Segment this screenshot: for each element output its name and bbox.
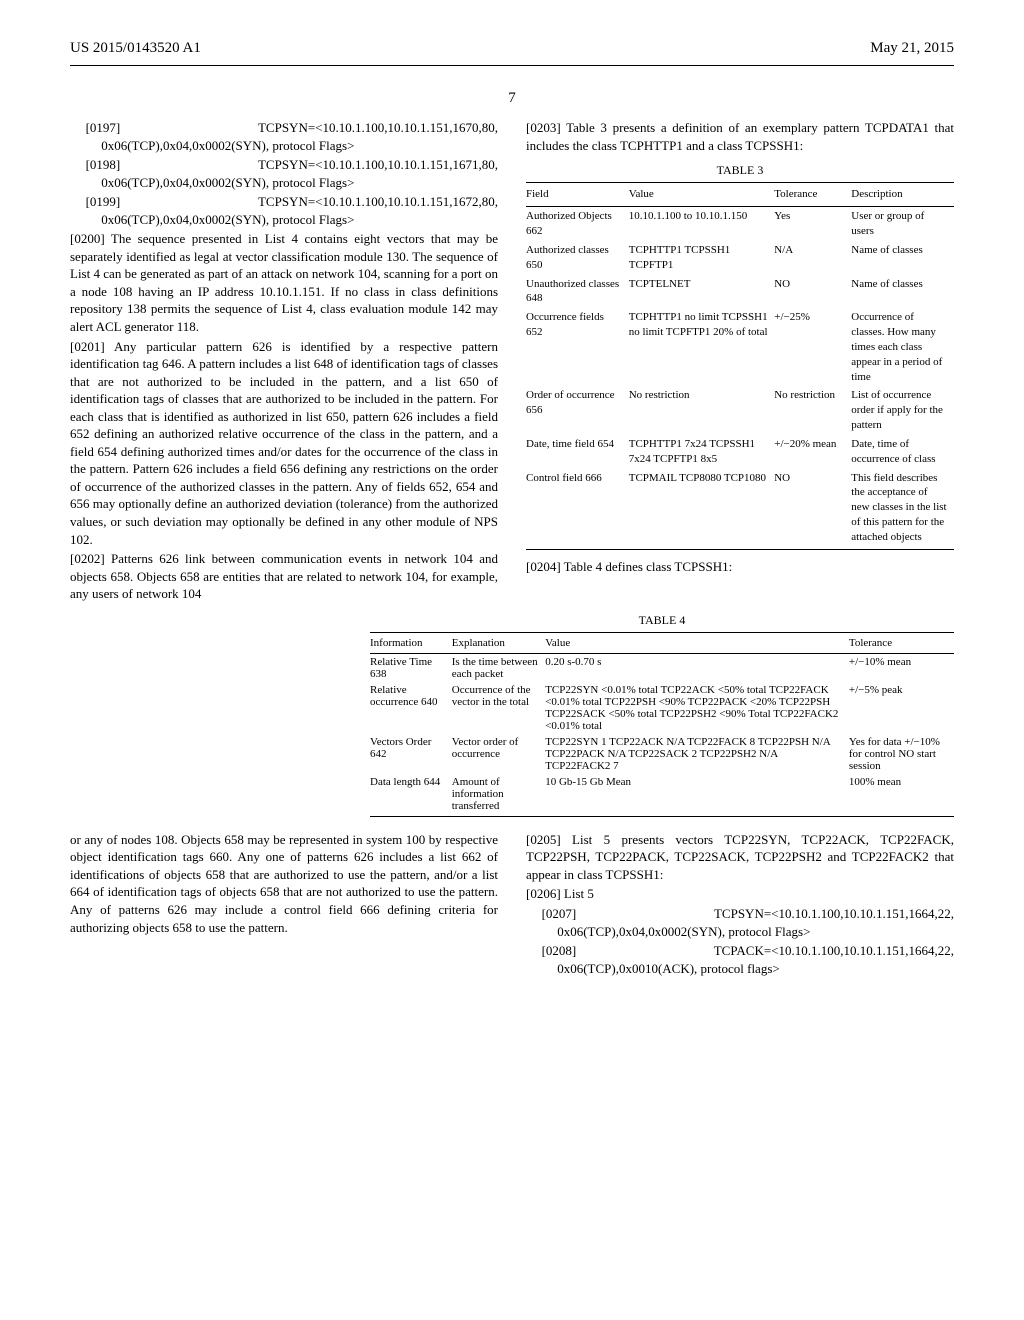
running-header: US 2015/0143520 A1 May 21, 2015: [70, 40, 954, 57]
table3-row: Authorized Objects 66210.10.1.100 to 10.…: [526, 207, 954, 241]
page-number: 7: [70, 90, 954, 107]
table4-cell: Is the time between each packet: [452, 653, 545, 682]
table3-h2: Value: [629, 183, 775, 207]
left-column-lower: or any of nodes 108. Objects 658 may be …: [70, 831, 498, 979]
table3-cell: 10.10.1.100 to 10.10.1.150: [629, 207, 775, 241]
table3-cell: TCPHTTP1 7x24 TCPSSH1 7x24 TCPFTP1 8x5: [629, 435, 775, 469]
table4-body: Relative Time 638Is the time between eac…: [370, 653, 954, 816]
right-column-lower: [0205] List 5 presents vectors TCP22SYN,…: [526, 831, 954, 979]
table4-cell: Vectors Order 642: [370, 734, 452, 774]
table3-cell: NO: [774, 469, 851, 550]
table3-cell: TCPHTTP1 no limit TCPSSH1 no limit TCPFT…: [629, 308, 775, 386]
table3-cell: TCPTELNET: [629, 275, 775, 309]
table4-row: Vectors Order 642Vector order of occurre…: [370, 734, 954, 774]
table4-cell: Relative occurrence 640: [370, 682, 452, 734]
table3-row: Date, time field 654TCPHTTP1 7x24 TCPSSH…: [526, 435, 954, 469]
table3-row: Control field 666TCPMAIL TCP8080 TCP1080…: [526, 469, 954, 550]
table3-cell: Name of classes: [851, 275, 954, 309]
table3-row: Authorized classes 650TCPHTTP1 TCPSSH1 T…: [526, 241, 954, 275]
table3-cell: TCPHTTP1 TCPSSH1 TCPFTP1: [629, 241, 775, 275]
table3-cell: Order of occurrence 656: [526, 386, 629, 435]
table3-header-row: Field Value Tolerance Description: [526, 183, 954, 207]
table4-h2: Explanation: [452, 632, 545, 653]
table3-cell: NO: [774, 275, 851, 309]
table4-cell: Amount of information transferred: [452, 774, 545, 817]
table3-cell: TCPMAIL TCP8080 TCP1080: [629, 469, 775, 550]
para-0202: [0202] Patterns 626 link between communi…: [70, 550, 498, 603]
publication-number: US 2015/0143520 A1: [70, 40, 201, 57]
table3-cell: Yes: [774, 207, 851, 241]
table4-cell: Data length 644: [370, 774, 452, 817]
table3-cell: Name of classes: [851, 241, 954, 275]
table4-title: TABLE 4: [370, 613, 954, 628]
table4-cell: Occurrence of the vector in the total: [452, 682, 545, 734]
table4-cell: +/−10% mean: [849, 653, 954, 682]
publication-date: May 21, 2015: [870, 40, 954, 57]
table4-cell: 100% mean: [849, 774, 954, 817]
table3-cell: Date, time of occurrence of class: [851, 435, 954, 469]
table4-row: Data length 644Amount of information tra…: [370, 774, 954, 817]
table3-cell: Occurrence fields 652: [526, 308, 629, 386]
table4-cell: 10 Gb-15 Gb Mean: [545, 774, 849, 817]
table4-wrap: TABLE 4 Information Explanation Value To…: [370, 613, 954, 817]
table3-cell: N/A: [774, 241, 851, 275]
table4-cell: +/−5% peak: [849, 682, 954, 734]
table4-row: Relative Time 638Is the time between eac…: [370, 653, 954, 682]
table3: Field Value Tolerance Description Author…: [526, 182, 954, 550]
table3-cell: Unauthorized classes 648: [526, 275, 629, 309]
upper-columns: [0197] TCPSYN=<10.10.1.100,10.10.1.151,1…: [70, 119, 954, 605]
para-0201: [0201] Any particular pattern 626 is ide…: [70, 338, 498, 549]
para-0197: [0197] TCPSYN=<10.10.1.100,10.10.1.151,1…: [70, 119, 498, 154]
table3-row: Occurrence fields 652TCPHTTP1 no limit T…: [526, 308, 954, 386]
table4: Information Explanation Value Tolerance …: [370, 632, 954, 817]
table4-h3: Value: [545, 632, 849, 653]
para-0200: [0200] The sequence presented in List 4 …: [70, 230, 498, 335]
table3-cell: Authorized Objects 662: [526, 207, 629, 241]
para-0208: [0208] TCPACK=<10.10.1.100,10.10.1.151,1…: [526, 942, 954, 977]
para-0204: [0204] Table 4 defines class TCPSSH1:: [526, 558, 954, 576]
table3-cell: List of occurrence order if apply for th…: [851, 386, 954, 435]
table4-row: Relative occurrence 640Occurrence of the…: [370, 682, 954, 734]
table3-h3: Tolerance: [774, 183, 851, 207]
header-rule: [70, 65, 954, 66]
table3-title: TABLE 3: [526, 162, 954, 178]
table3-cell: +/−25%: [774, 308, 851, 386]
table4-cell: TCP22SYN 1 TCP22ACK N/A TCP22FACK 8 TCP2…: [545, 734, 849, 774]
table3-cell: Authorized classes 650: [526, 241, 629, 275]
table4-h1: Information: [370, 632, 452, 653]
table4-cell: Yes for data +/−10% for control NO start…: [849, 734, 954, 774]
table4-header-row: Information Explanation Value Tolerance: [370, 632, 954, 653]
table3-cell: Occurrence of classes. How many times ea…: [851, 308, 954, 386]
table3-cell: User or group of users: [851, 207, 954, 241]
para-0205: [0205] List 5 presents vectors TCP22SYN,…: [526, 831, 954, 884]
table3-cell: +/−20% mean: [774, 435, 851, 469]
para-0207: [0207] TCPSYN=<10.10.1.100,10.10.1.151,1…: [526, 905, 954, 940]
table4-cell: TCP22SYN <0.01% total TCP22ACK <50% tota…: [545, 682, 849, 734]
table4-cell: Relative Time 638: [370, 653, 452, 682]
table3-cell: Date, time field 654: [526, 435, 629, 469]
table3-h4: Description: [851, 183, 954, 207]
para-0203: [0203] Table 3 presents a definition of …: [526, 119, 954, 154]
para-0199: [0199] TCPSYN=<10.10.1.100,10.10.1.151,1…: [70, 193, 498, 228]
para-0206: [0206] List 5: [526, 885, 954, 903]
table4-cell: 0.20 s-0.70 s: [545, 653, 849, 682]
table4-cell: Vector order of occurrence: [452, 734, 545, 774]
table3-cell: No restriction: [774, 386, 851, 435]
table3-h1: Field: [526, 183, 629, 207]
lower-columns: or any of nodes 108. Objects 658 may be …: [70, 831, 954, 979]
right-column: [0203] Table 3 presents a definition of …: [526, 119, 954, 605]
page: US 2015/0143520 A1 May 21, 2015 7 [0197]…: [0, 0, 1024, 1009]
table4-h4: Tolerance: [849, 632, 954, 653]
table3-cell: Control field 666: [526, 469, 629, 550]
table3-row: Unauthorized classes 648TCPTELNETNOName …: [526, 275, 954, 309]
table3-cell: No restriction: [629, 386, 775, 435]
left-tail: or any of nodes 108. Objects 658 may be …: [70, 831, 498, 936]
table3-row: Order of occurrence 656No restrictionNo …: [526, 386, 954, 435]
table3-body: Authorized Objects 66210.10.1.100 to 10.…: [526, 207, 954, 550]
left-column: [0197] TCPSYN=<10.10.1.100,10.10.1.151,1…: [70, 119, 498, 605]
table3-cell: This field describes the acceptance of n…: [851, 469, 954, 550]
para-0198: [0198] TCPSYN=<10.10.1.100,10.10.1.151,1…: [70, 156, 498, 191]
